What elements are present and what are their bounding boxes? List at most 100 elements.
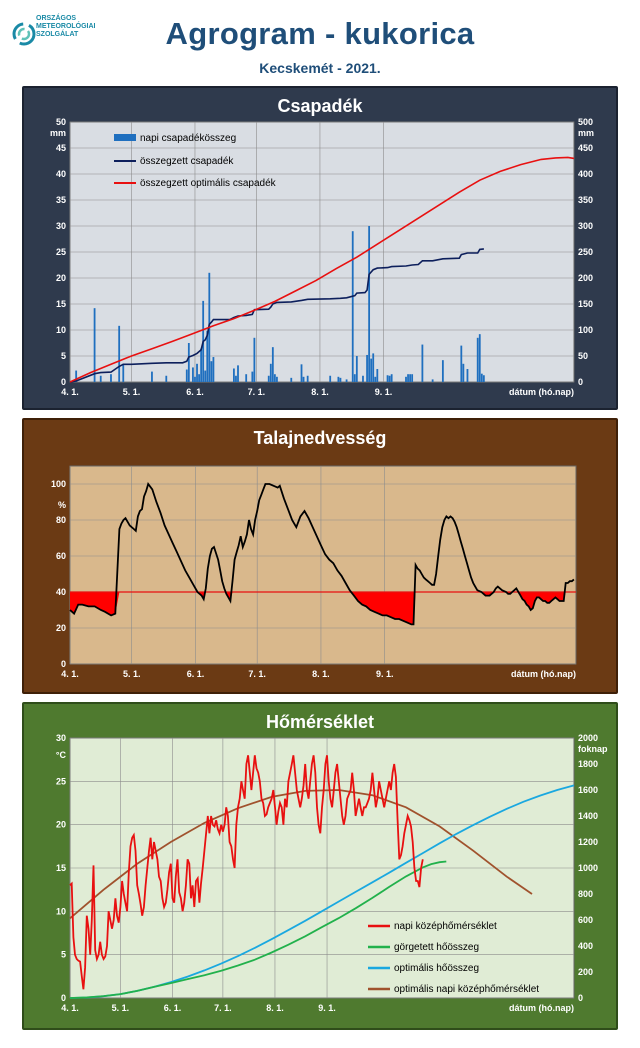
page-header: ORSZÁGOS METEOROLÓGIAI SZOLGÁLAT Agrogra…	[0, 0, 640, 84]
precip-bar	[165, 375, 168, 382]
precip-bar	[376, 369, 379, 382]
precip-bar	[462, 363, 465, 382]
legend-label-optimal: összegzett optimális csapadék	[140, 178, 277, 189]
x-tick-label: 5. 1.	[123, 387, 141, 397]
x-axis-label: dátum (hó.nap)	[511, 669, 576, 679]
cumulative-precip-line	[69, 248, 484, 383]
precip-bar	[337, 376, 340, 382]
x-axis-label: dátum (hó.nap)	[509, 387, 574, 397]
precip-bar	[110, 374, 112, 382]
precip-bar	[233, 368, 235, 382]
y-tick-label: 60	[56, 551, 66, 561]
y-tick-label: 0	[61, 993, 66, 1003]
y-tick-label: 35	[56, 195, 66, 205]
deficit-fill	[70, 592, 574, 625]
precip-bar	[185, 369, 188, 382]
precip-bar	[93, 308, 96, 382]
y-tick-label: 25	[56, 776, 66, 786]
precip-bar	[206, 331, 209, 382]
precip-bar	[196, 363, 198, 382]
x-tick-label: 7. 1.	[214, 1003, 232, 1013]
legend-label: görgetett hőösszeg	[394, 942, 479, 953]
y-axis-label: %	[58, 500, 66, 510]
precipitation-panel: Csapadék 0 5 10 15 20 25 30 35 40 45 50 4. 1. 5. 1. 6…	[22, 86, 618, 410]
temperature-chart: 0 5 10 15 20 25 30 4. 1. 5. 1. 6. 1. 7. 1. 8. 1. 9. …	[56, 733, 608, 1013]
precip-bar	[372, 353, 375, 382]
x-tick-label: 5. 1.	[112, 1003, 130, 1013]
x-tick-label: 6. 1.	[164, 1003, 182, 1013]
legend-swatch-daily	[114, 134, 136, 141]
legend-label-cumulative: összegzett csapadék	[140, 156, 234, 167]
precip-bar	[388, 375, 391, 382]
y-axis-label: mm	[50, 128, 66, 138]
x-tick-label: 9. 1.	[375, 387, 393, 397]
precip-bar	[407, 374, 409, 382]
precip-bar	[345, 379, 348, 382]
precip-bar	[187, 343, 190, 382]
y2-tick-label: 1800	[578, 759, 598, 769]
x-tick-label: 4. 1.	[61, 669, 79, 679]
precip-bar	[362, 375, 364, 382]
precip-bar	[411, 374, 414, 382]
y-tick-label: 15	[56, 863, 66, 873]
y2-tick-label: 600	[578, 915, 593, 925]
precipitation-chart: 0 5 10 15 20 25 30 35 40 45 50 4. 1. 5. 1. 6. 1. 7. 1.…	[50, 117, 594, 397]
precipitation-title: Csapadék	[277, 96, 363, 116]
y2-axis-label: mm	[578, 128, 594, 138]
page-subtitle: Kecskemét - 2021.	[259, 60, 381, 76]
precip-bar	[122, 363, 125, 382]
legend-label: optimális hőösszeg	[394, 963, 479, 974]
precip-bar	[339, 377, 342, 382]
precip-bar	[306, 375, 309, 382]
precip-bar	[368, 226, 371, 382]
y-tick-label: 25	[56, 247, 66, 257]
logo-line-3: SZOLGÁLAT	[36, 31, 79, 38]
precip-bar	[237, 365, 239, 382]
precip-bar	[441, 360, 444, 382]
y-tick-label: 40	[56, 587, 66, 597]
y2-tick-label: 1600	[578, 785, 598, 795]
y2-tick-label: 250	[578, 247, 593, 257]
page-title: Agrogram - kukorica	[165, 16, 475, 51]
x-axis-label: dátum (hó.nap)	[509, 1003, 574, 1013]
legend-label: napi középhőmérséklet	[394, 921, 497, 932]
temperature-title: Hőmérséklet	[265, 712, 375, 732]
precip-bar	[235, 375, 237, 382]
x-tick-label: 8. 1.	[311, 387, 329, 397]
y-tick-label: 40	[56, 169, 66, 179]
precip-bar	[192, 367, 194, 382]
x-tick-label: 8. 1.	[312, 669, 330, 679]
precip-bar	[276, 376, 278, 382]
precip-bar	[409, 374, 411, 382]
y2-tick-label: 400	[578, 169, 593, 179]
precip-bar	[351, 231, 354, 382]
x-tick-label: 6. 1.	[187, 669, 205, 679]
logo-line-2: METEOROLÓGIAI	[36, 23, 96, 30]
x-tick-label: 7. 1.	[248, 387, 266, 397]
y-tick-label: 10	[56, 325, 66, 335]
y-tick-label: 0	[61, 659, 66, 669]
daily-mean-temp-line	[69, 755, 424, 990]
x-tick-label: 4. 1.	[61, 1003, 79, 1013]
precip-bar	[405, 376, 407, 382]
x-tick-label: 5. 1.	[123, 669, 141, 679]
precip-bar	[460, 345, 463, 382]
precip-bar	[204, 370, 207, 382]
legend-label: optimális napi középhőmérséklet	[394, 984, 539, 995]
precip-bar	[431, 379, 434, 382]
precip-bar	[245, 374, 248, 382]
y2-tick-label: 0	[578, 377, 583, 387]
temperature-panel: Hőmérséklet 0 5 10 15 20 25 30 4. 1. 5. 1. 6. 1. 7…	[22, 702, 618, 1030]
optimal-precip-line	[69, 156, 575, 383]
soil-moisture-chart: 0 20 40 60 80 100 4. 1. 5. 1. 6. 1. 7. 1. 8. 1. 9. …	[51, 465, 577, 679]
x-tick-label: 9. 1.	[318, 1003, 336, 1013]
y-tick-label: 20	[56, 273, 66, 283]
precip-bar	[329, 375, 332, 382]
x-tick-label: 7. 1.	[248, 669, 266, 679]
y2-tick-label: 450	[578, 143, 593, 153]
precip-bar	[355, 356, 358, 382]
precip-bar	[302, 376, 305, 382]
y-tick-label: 45	[56, 143, 66, 153]
precip-bar	[253, 337, 256, 382]
y-tick-label: 30	[56, 733, 66, 743]
